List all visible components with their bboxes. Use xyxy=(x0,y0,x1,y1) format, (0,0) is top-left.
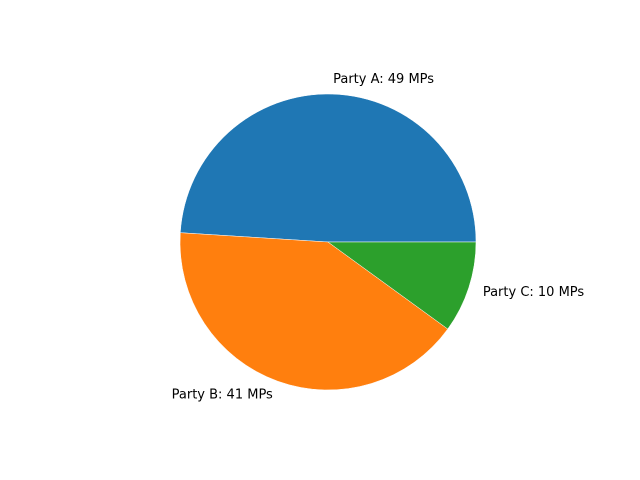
slice-label: Party B: 41 MPs xyxy=(172,388,273,403)
pie-slice xyxy=(327,241,477,330)
pie-slice xyxy=(180,93,477,243)
slice-label: Party A: 49 MPs xyxy=(333,72,434,87)
slice-label: Party C: 10 MPs xyxy=(483,285,585,300)
pie-slice xyxy=(179,232,449,391)
pie-labels: Party A: 49 MPs Party B: 41 MPs Party C: 1… xyxy=(172,72,585,403)
pie-slices xyxy=(179,93,477,391)
